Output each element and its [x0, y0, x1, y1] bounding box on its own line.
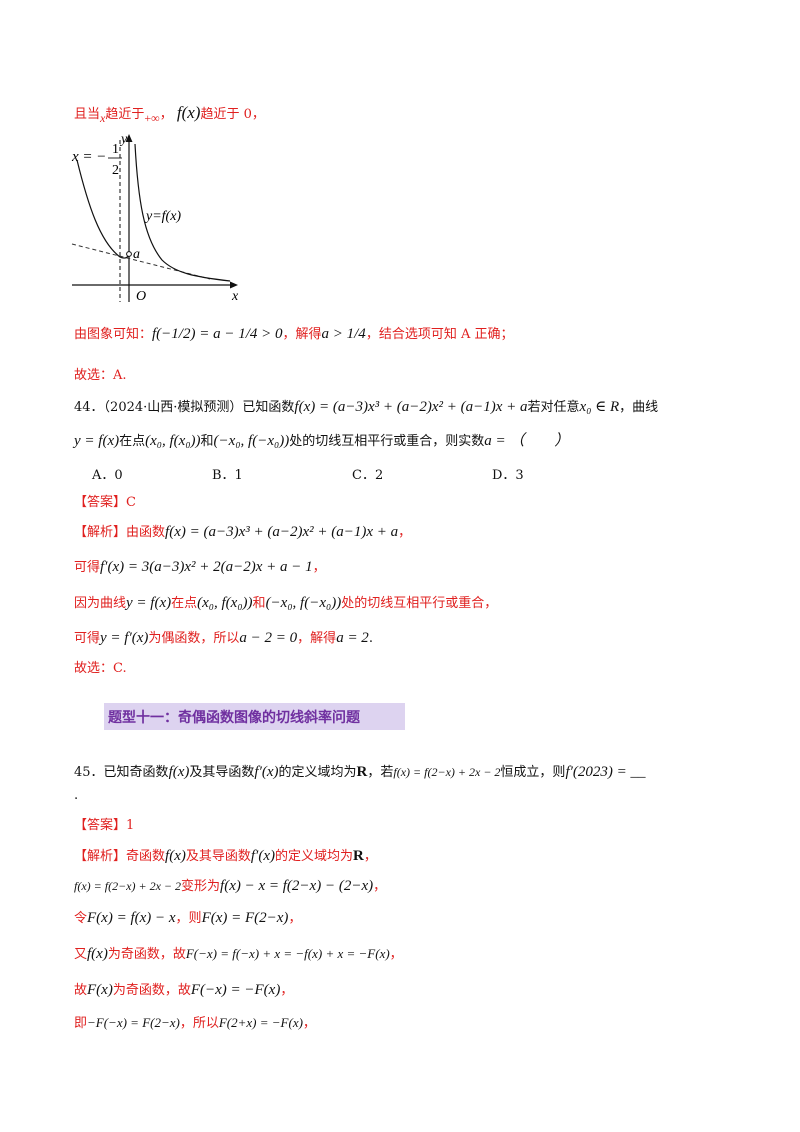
q44-option-c: C．2 [352, 468, 384, 483]
q45-analysis-3: 令F(x) = f(x) − x，则F(x) = F(2−x)， [74, 910, 302, 926]
q45-analysis-1: 【解析】奇函数f(x)及其导函数f′(x)的定义域均为R， [74, 848, 377, 864]
q45-analysis-6: 即−F(−x) = F(2−x)，所以F(2+x) = −F(x)， [74, 1015, 316, 1031]
q45-analysis-5: 故F(x)为奇函数，故F(−x) = −F(x)， [74, 982, 294, 998]
point-a [126, 251, 132, 257]
q44-analysis-1: 【解析】由函数f(x) = (a−3)x³ + (a−2)x² + (a−1)x… [74, 524, 412, 540]
q44-option-a: A．0 [92, 468, 123, 483]
choice-43: 故选：A. [74, 368, 127, 383]
asymptote-label: x = − [71, 149, 106, 165]
q45-stem-tail: . [74, 788, 79, 803]
origin-label: O [136, 289, 146, 304]
limit-note: 且当x趋近于+∞， f(x)趋近于 0， [74, 103, 265, 125]
q44-analysis-3: 因为曲线y = f(x)在点(x₀, f(x₀))和(−x₀, f(−x₀))处… [74, 595, 498, 611]
section-title: 题型十一：奇偶函数图像的切线斜率问题 [108, 710, 360, 726]
x-axis-arrow [230, 281, 238, 289]
q44-analysis-4: 可得y = f′(x)为偶函数，所以a − 2 = 0，解得a = 2. [74, 630, 373, 646]
q44-stem-line1: 44．（2024·山西·模拟预测）已知函数f(x) = (a−3)x³ + (a… [74, 399, 659, 415]
left-branch-curve [76, 159, 130, 259]
function-graph: x = − 1 2 y=f(x) a O x y [71, 132, 239, 304]
right-branch-curve [134, 143, 231, 282]
q45-answer: 【答案】1 [74, 818, 135, 833]
q44-analysis-2: 可得f′(x) = 3(a−3)x² + 2(a−2)x + a − 1， [74, 559, 326, 575]
x-axis-label: x [231, 289, 239, 304]
oblique-asymptote [71, 243, 211, 280]
section-title-banner: 题型十一：奇偶函数图像的切线斜率问题 [104, 703, 405, 730]
y-axis-arrow [125, 134, 133, 142]
q44-answer: 【答案】C [74, 495, 136, 510]
q44-choice: 故选：C. [74, 661, 127, 676]
q44-stem-line2: y = f(x)在点(x₀, f(x₀))和(−x₀, f(−x₀))处的切线互… [74, 433, 570, 449]
asymptote-fraction-numerator: 1 [112, 142, 119, 157]
q45-analysis-4: 又f(x)为奇函数，故F(−x) = f(−x) + x = −f(x) + x… [74, 946, 403, 962]
q44-option-b: B．1 [212, 468, 243, 483]
q44-option-d: D．3 [492, 468, 524, 483]
point-label-a: a [133, 247, 140, 262]
y-axis-label: y [119, 132, 128, 147]
graph-conclusion: 由图象可知：f(−1/2) = a − 1/4 > 0，解得a > 1/4，结合… [74, 326, 514, 342]
q45-analysis-2: f(x) = f(2−x) + 2x − 2变形为f(x) − x = f(2−… [74, 878, 387, 894]
curve-label: y=f(x) [144, 209, 181, 224]
q45-stem: 45．已知奇函数f(x)及其导函数f′(x)的定义域均为R，若f(x) = f(… [74, 764, 646, 780]
asymptote-fraction-denominator: 2 [112, 163, 119, 178]
